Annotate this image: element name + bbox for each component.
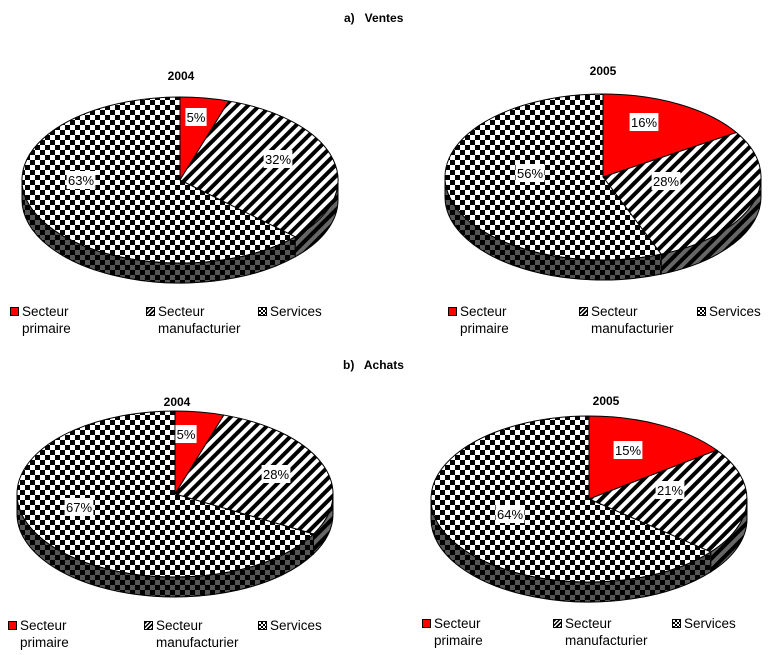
svg-text:56%: 56%: [517, 166, 543, 181]
legend-item-primaire: Secteur primaire: [10, 303, 71, 337]
svg-text:28%: 28%: [263, 467, 289, 482]
data-label-manufacturier: 28%: [651, 172, 681, 190]
legend-swatch-stripe: [146, 307, 155, 316]
legend-label: Secteur manufacturier: [156, 618, 239, 650]
legend-swatch-red: [448, 307, 457, 316]
legend-label: Secteur manufacturier: [158, 304, 241, 336]
legend-label: Secteur primaire: [22, 304, 71, 336]
pie-slice-services: [444, 93, 663, 261]
svg-text:32%: 32%: [265, 152, 291, 167]
legend-item-services: Services: [258, 303, 322, 320]
pie-slice-manufacturier: [174, 414, 334, 535]
pie-slice-primaire: [588, 415, 718, 500]
legend-swatch-check: [672, 619, 681, 628]
pie-slice-services: [430, 415, 712, 583]
chart-title-achats-2005: 2005: [592, 394, 620, 408]
legend-item-manufacturier: Secteur manufacturier: [144, 617, 239, 651]
legend-label: Services: [270, 304, 322, 319]
data-label-services: 56%: [515, 164, 545, 182]
chart-title-ventes-2005: 2005: [589, 64, 617, 78]
data-label-primaire: 16%: [629, 113, 659, 131]
legend-label: Secteur primaire: [460, 304, 509, 336]
legend-label: Secteur manufacturier: [565, 616, 648, 648]
legend-label: Services: [709, 304, 761, 319]
legend-item-manufacturier: Secteur manufacturier: [146, 303, 241, 337]
data-label-manufacturier: 28%: [261, 465, 291, 483]
svg-text:15%: 15%: [615, 443, 641, 458]
data-label-primaire: 5%: [175, 425, 197, 443]
pie-slice-services: [16, 410, 315, 578]
legend-item-manufacturier: Secteur manufacturier: [553, 615, 648, 649]
section-title-ventes: a) Ventes: [344, 11, 404, 25]
legend-item-primaire: Secteur primaire: [448, 303, 509, 337]
svg-text:63%: 63%: [68, 173, 94, 188]
pie-slice-services: [21, 96, 297, 264]
data-label-services: 64%: [495, 505, 525, 523]
pie-slice-manufacturier: [587, 449, 748, 553]
pie-slice-manufacturier: [602, 131, 762, 255]
legend-label: Secteur primaire: [20, 618, 69, 650]
legend-ventes-2005: Secteur primaire Secteur manufacturier S…: [448, 303, 773, 339]
legend-label: Secteur primaire: [434, 616, 483, 648]
legend-item-manufacturier: Secteur manufacturier: [579, 303, 674, 337]
data-label-services: 63%: [66, 171, 96, 189]
legend-swatch-stripe: [553, 619, 562, 628]
legend-item-services: Services: [697, 303, 761, 320]
svg-text:28%: 28%: [653, 174, 679, 189]
svg-text:5%: 5%: [177, 427, 196, 442]
data-label-services: 67%: [64, 498, 94, 516]
legend-achats-2004: Secteur primaire Secteur manufacturier S…: [8, 617, 348, 653]
section-title-achats: b) Achats: [343, 358, 404, 372]
svg-text:16%: 16%: [631, 115, 657, 130]
legend-label: Services: [684, 616, 736, 631]
legend-swatch-red: [10, 307, 19, 316]
legend-label: Services: [270, 618, 322, 633]
legend-swatch-red: [8, 621, 17, 630]
data-label-primaire: 5%: [185, 108, 207, 126]
legend-item-services: Services: [672, 615, 736, 632]
legend-label: Secteur manufacturier: [591, 304, 674, 336]
legend-swatch-check: [258, 307, 267, 316]
legend-swatch-check: [697, 307, 706, 316]
legend-swatch-stripe: [579, 307, 588, 316]
legend-swatch-red: [422, 619, 431, 628]
legend-item-primaire: Secteur primaire: [422, 615, 483, 649]
svg-text:5%: 5%: [187, 110, 206, 125]
legend-item-services: Services: [258, 617, 322, 634]
chart-title-ventes-2004: 2004: [167, 69, 195, 83]
data-label-manufacturier: 21%: [655, 481, 685, 499]
chart-title-achats-2004: 2004: [163, 395, 191, 409]
data-label-primaire: 15%: [613, 441, 643, 459]
legend-ventes-2004: Secteur primaire Secteur manufacturier S…: [10, 303, 350, 339]
pie-slice-manufacturier: [179, 100, 339, 238]
svg-text:21%: 21%: [657, 483, 683, 498]
svg-text:67%: 67%: [66, 500, 92, 515]
legend-swatch-check: [258, 621, 267, 630]
legend-achats-2005: Secteur primaire Secteur manufacturier S…: [422, 615, 762, 651]
legend-swatch-stripe: [144, 621, 153, 630]
data-label-manufacturier: 32%: [263, 150, 293, 168]
svg-text:64%: 64%: [497, 507, 523, 522]
legend-item-primaire: Secteur primaire: [8, 617, 69, 651]
